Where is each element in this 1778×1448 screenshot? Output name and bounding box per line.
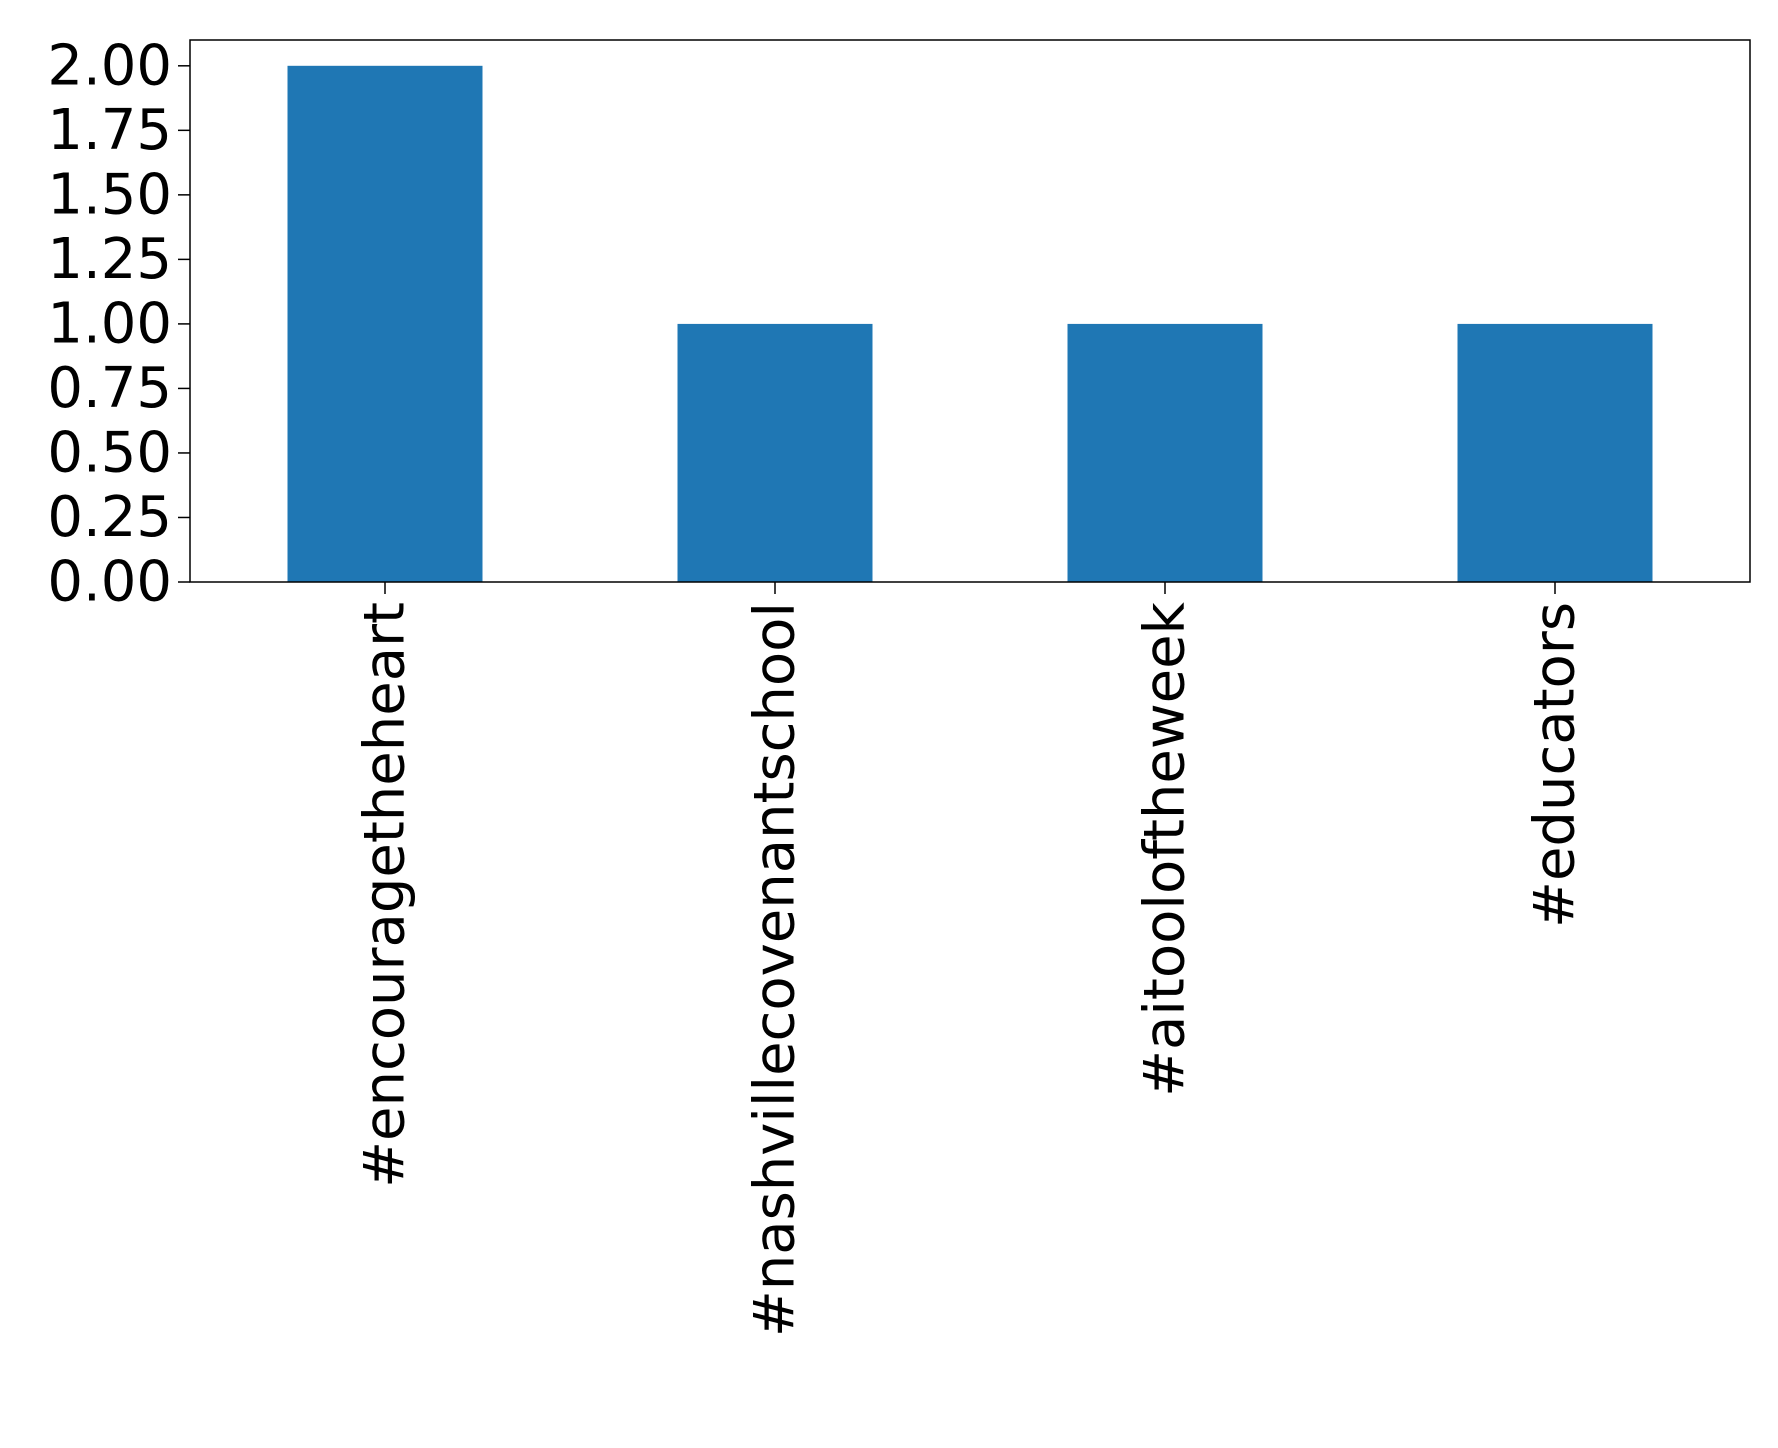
y-tick-label: 2.00 [47, 33, 172, 98]
y-tick-label: 0.00 [47, 550, 172, 615]
x-tick-label: #aitooloftheweek [1133, 601, 1198, 1096]
bars-group [287, 65, 1653, 583]
x-tick-label: #educators [1523, 602, 1588, 928]
bar-educators [1457, 323, 1653, 582]
y-tick-label: 1.00 [47, 291, 172, 356]
y-tick-label: 1.75 [47, 98, 172, 163]
y-tick-label: 1.50 [47, 162, 172, 227]
y-tick-label: 0.50 [47, 420, 172, 485]
bar-aitooloftheweek [1067, 323, 1263, 582]
x-tick-label: #encouragetheheart [353, 602, 418, 1188]
bar-encouragetheheart [287, 65, 483, 583]
plot-frame [189, 39, 1751, 583]
y-axis: 0.000.250.500.751.001.251.501.752.00 [47, 33, 190, 615]
y-tick-label: 1.25 [47, 227, 172, 292]
bar-nashvillecovenantschool [677, 323, 873, 582]
x-tick-label: #nashvillecovenantschool [743, 602, 808, 1337]
x-axis: #encouragetheheart #nashvillecovenantscho… [353, 582, 1588, 1337]
y-tick-label: 0.25 [47, 485, 172, 550]
y-tick-label: 0.75 [47, 356, 172, 421]
